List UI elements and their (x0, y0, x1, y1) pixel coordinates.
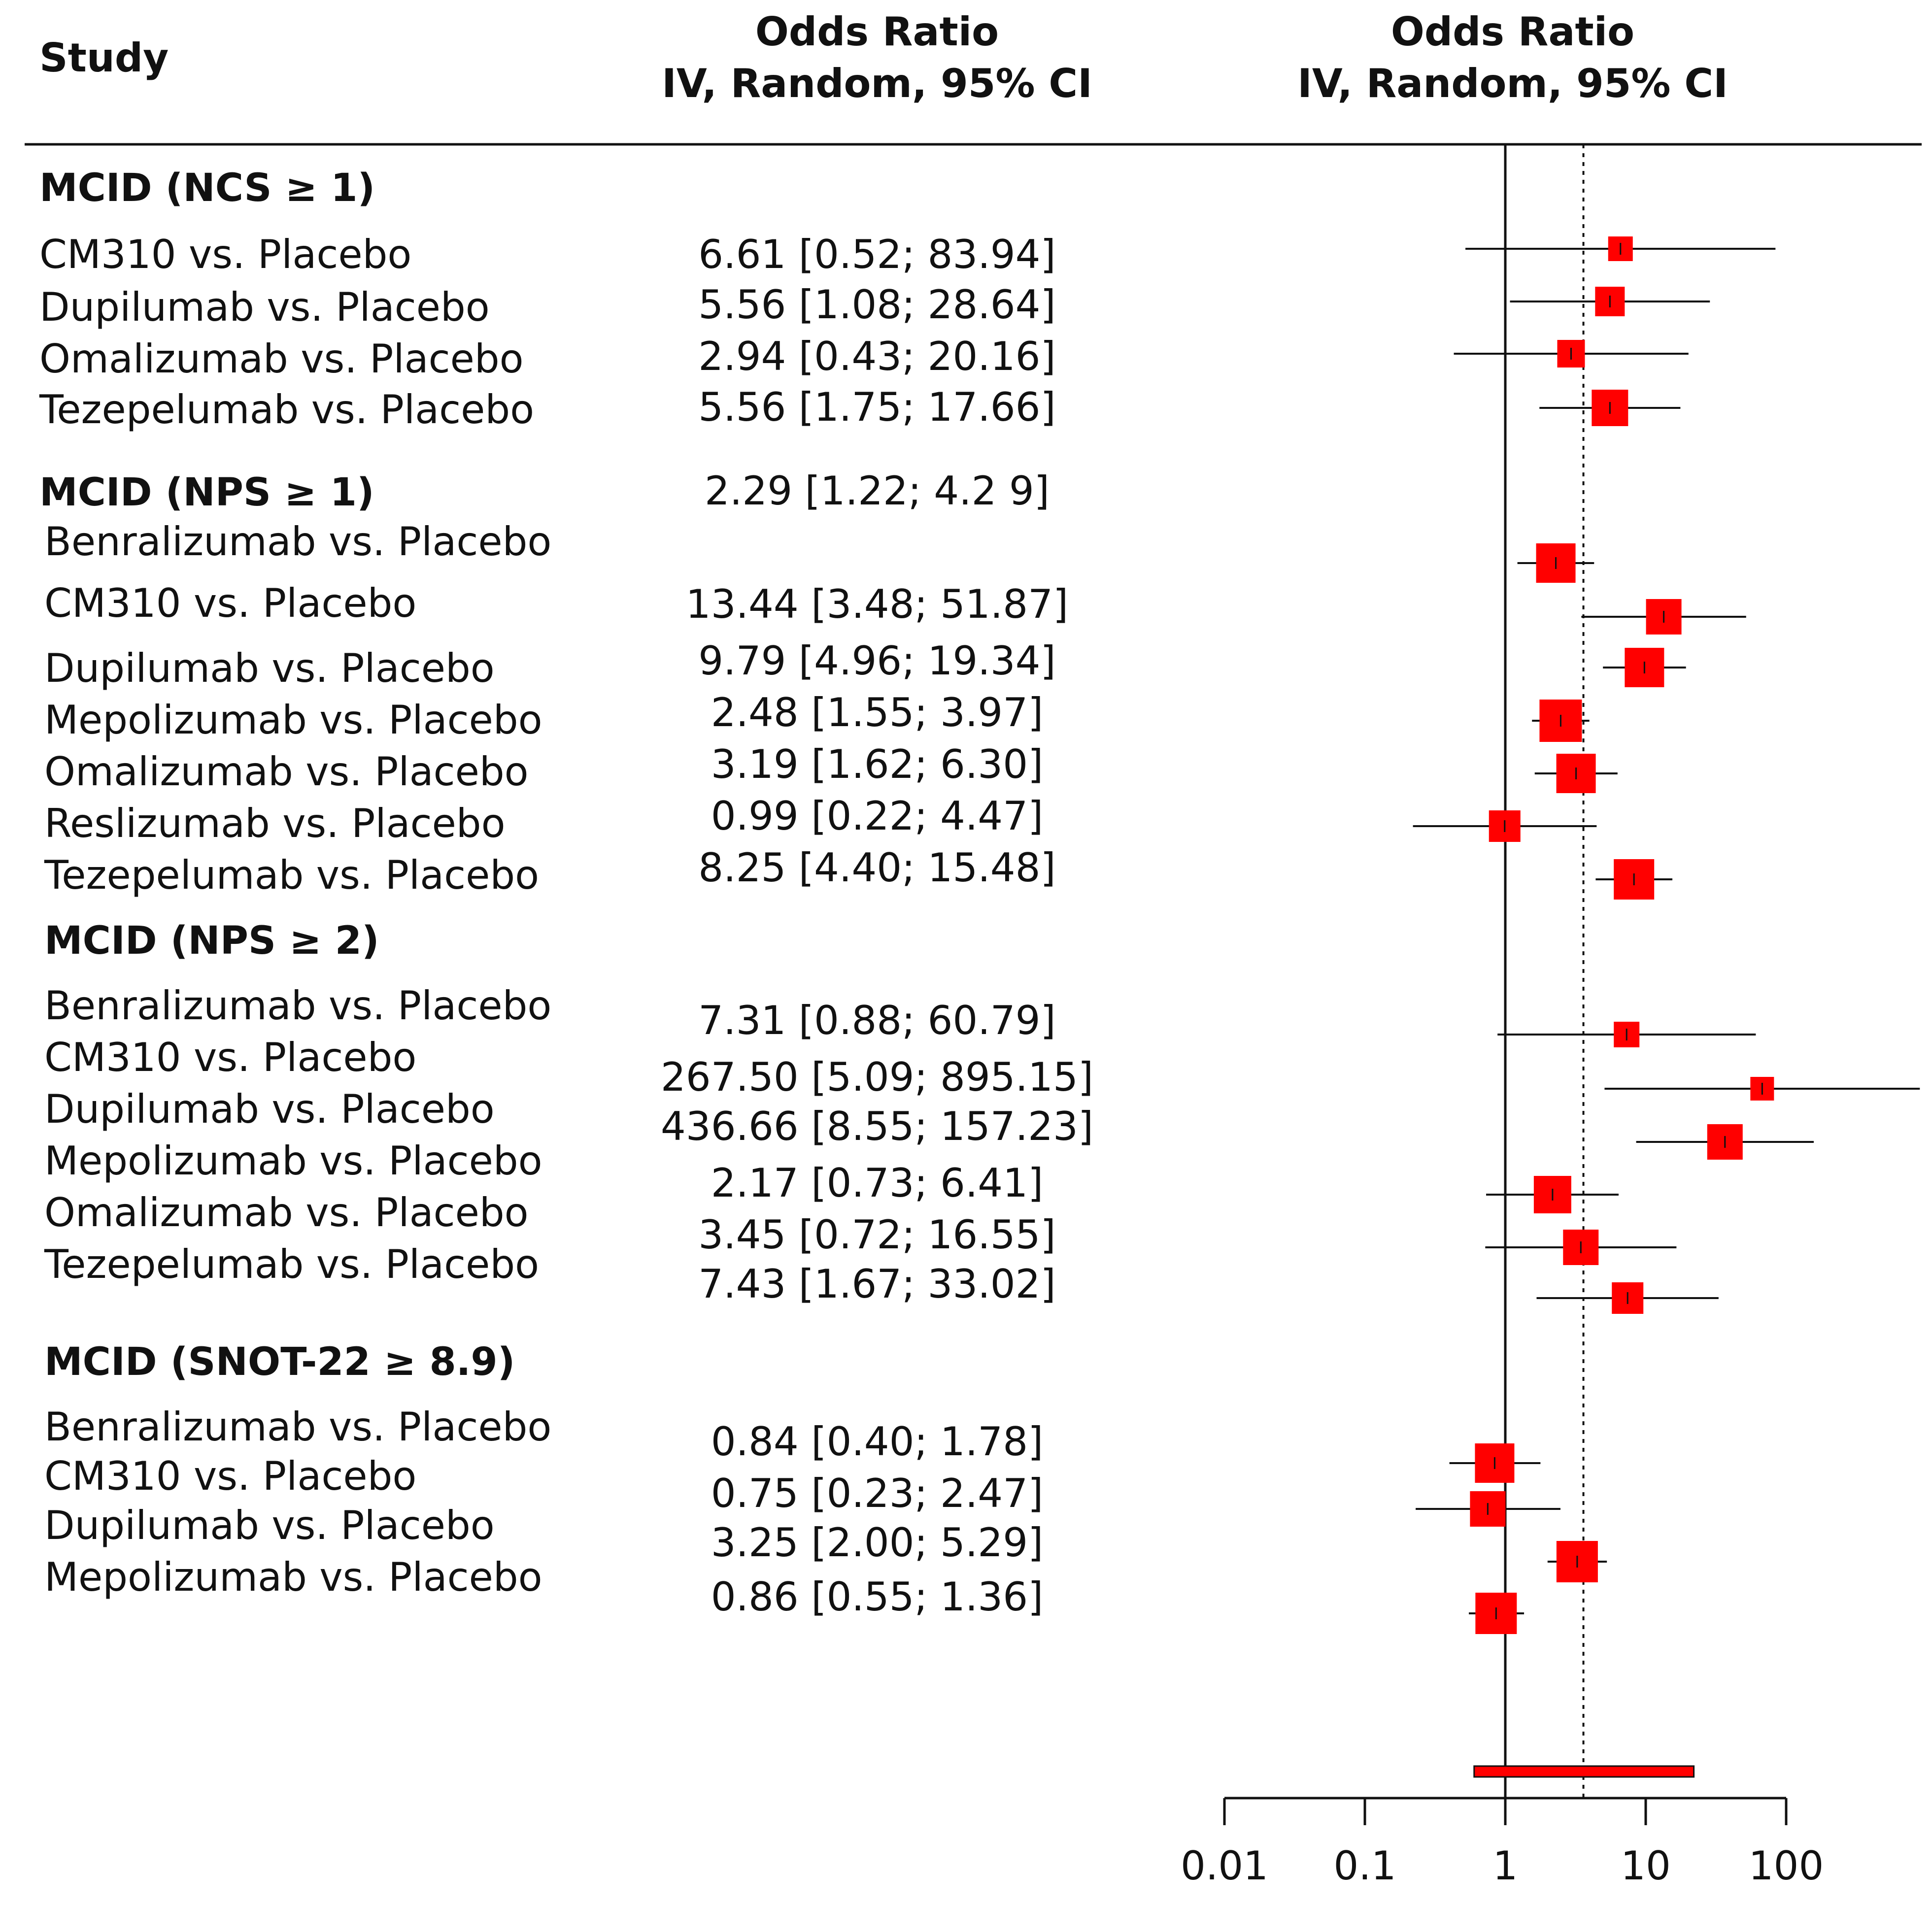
x-tick-label: 1 (1493, 1843, 1518, 1889)
study-label: Mepolizumab vs. Placebo (44, 1138, 542, 1184)
ci-value: 2.17 [0.73; 6.41] (711, 1160, 1044, 1206)
study-label: CM310 vs. Placebo (44, 1453, 417, 1499)
ci-value: 5.56 [1.75; 17.66] (698, 384, 1056, 430)
ci-value: 13.44 [3.48; 51.87] (685, 581, 1069, 627)
ci-value: 8.25 [4.40; 15.48] (698, 845, 1056, 891)
ci-value: 436.66 [8.55; 157.23] (660, 1103, 1094, 1149)
x-tick-label: 100 (1749, 1843, 1824, 1889)
study-label: Benralizumab vs. Placebo (44, 1404, 552, 1450)
ci-value: 6.61 [0.52; 83.94] (698, 232, 1056, 277)
study-label: CM310 vs. Placebo (39, 232, 412, 277)
plot-column-header-line2: IV, Random, 95% CI (1297, 61, 1728, 106)
study-label: CM310 vs. Placebo (44, 580, 417, 626)
plot-column-header: Odds Ratio IV, Random, 95% CI (1217, 6, 1808, 109)
ci-value: 0.75 [0.23; 2.47] (711, 1471, 1044, 1516)
x-tick-label: 0.1 (1333, 1843, 1396, 1889)
study-label: Dupilumab vs. Placebo (44, 1503, 495, 1548)
study-label: Tezepelumab vs. Placebo (39, 387, 535, 433)
ci-value: 0.99 [0.22; 4.47] (711, 793, 1044, 839)
study-label: Dupilumab vs. Placebo (39, 284, 490, 330)
plot-column-header-line1: Odds Ratio (1390, 9, 1635, 55)
ci-value: 3.19 [1.62; 6.30] (711, 741, 1044, 787)
study-label: Omalizumab vs. Placebo (44, 749, 529, 795)
study-label: Tezepelumab vs. Placebo (44, 852, 540, 898)
study-label: Mepolizumab vs. Placebo (44, 697, 542, 743)
ci-value: 2.94 [0.43; 20.16] (698, 334, 1056, 379)
ci-value: 3.45 [0.72; 16.55] (698, 1212, 1056, 1258)
group-label-snot22: MCID (SNOT-22 ≥ 8.9) (44, 1340, 515, 1384)
ci-value: 3.25 [2.00; 5.29] (711, 1520, 1044, 1566)
study-label: Tezepelumab vs. Placebo (44, 1241, 540, 1287)
ci-value: 5.56 [1.08; 28.64] (698, 282, 1056, 328)
study-label: Dupilumab vs. Placebo (44, 1086, 495, 1132)
ci-value: 0.86 [0.55; 1.36] (711, 1574, 1044, 1620)
study-label: Benralizumab vs. Placebo (44, 519, 552, 565)
study-label: Reslizumab vs. Placebo (44, 801, 506, 846)
study-label: Omalizumab vs. Placebo (39, 336, 524, 382)
study-label: Dupilumab vs. Placebo (44, 645, 495, 691)
study-label: Mepolizumab vs. Placebo (44, 1554, 542, 1600)
ci-value: 7.43 [1.67; 33.02] (698, 1261, 1056, 1307)
ci-value: 9.79 [4.96; 19.34] (698, 638, 1056, 684)
x-tick-label: 0.01 (1181, 1843, 1268, 1889)
x-tick-label: 10 (1621, 1843, 1671, 1889)
pooled-diamond-bar (1473, 1765, 1695, 1778)
ci-value: 2.48 [1.55; 3.97] (711, 690, 1044, 735)
ci-value: 0.84 [0.40; 1.78] (711, 1419, 1044, 1465)
or-column-header-line1: Odds Ratio (755, 9, 999, 55)
group-estimate-nps1: 2.29 [1.22; 4.2 9] (704, 468, 1050, 514)
study-label: Benralizumab vs. Placebo (44, 983, 552, 1029)
study-label: Omalizumab vs. Placebo (44, 1190, 529, 1236)
or-column-header: Odds Ratio IV, Random, 95% CI (581, 6, 1173, 109)
group-label-ncs1: MCID (NCS ≥ 1) (39, 166, 375, 210)
group-label-nps1: MCID (NPS ≥ 1) (39, 470, 374, 515)
group-label-nps2: MCID (NPS ≥ 2) (44, 919, 379, 963)
study-label: CM310 vs. Placebo (44, 1035, 417, 1080)
study-column-header: Study (39, 35, 169, 81)
ci-value: 7.31 [0.88; 60.79] (698, 998, 1056, 1043)
ci-value: 267.50 [5.09; 895.15] (660, 1054, 1094, 1100)
or-column-header-line2: IV, Random, 95% CI (662, 61, 1092, 106)
